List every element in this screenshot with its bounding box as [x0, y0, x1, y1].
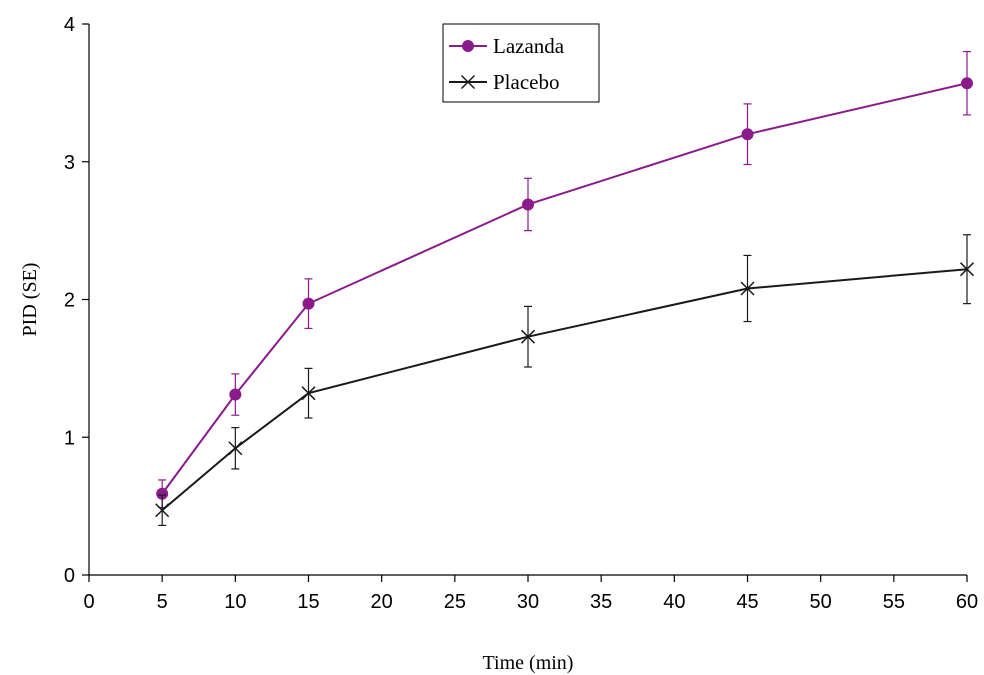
data-point — [961, 77, 973, 90]
x-tick-label: 15 — [297, 591, 319, 613]
data-point — [229, 388, 242, 401]
axes — [88, 24, 967, 576]
legend-box — [442, 23, 600, 103]
data-point — [228, 441, 243, 456]
y-tick-label: 3 — [64, 152, 75, 174]
legend-label: Placebo — [493, 70, 559, 94]
x-tick-label: 5 — [157, 591, 168, 613]
x-tick-label: 55 — [883, 591, 905, 613]
legend-label: Lazanda — [493, 34, 565, 58]
x-tick-label: 45 — [736, 591, 758, 613]
x-tick-label: 10 — [224, 591, 246, 613]
ticks: 0 5 10 15 20 25 30 35 40 45 50 55 60 0 1 2 3 4 — [64, 14, 978, 613]
x-tick-label: 25 — [444, 591, 466, 613]
legend-marker — [462, 40, 474, 52]
series-line — [161, 82, 968, 495]
data-point — [959, 262, 975, 277]
x-axis-title: Time (min) — [483, 652, 574, 674]
legend-item-placebo: Placebo — [449, 70, 559, 94]
x-tick-label: 40 — [663, 591, 685, 613]
x-tick-label: 0 — [83, 591, 94, 613]
legend-item-lazanda: Lazanda — [449, 34, 565, 58]
data-point — [741, 128, 754, 141]
y-tick-label: 2 — [64, 290, 75, 312]
y-axis-title: PID (SE) — [19, 263, 41, 337]
series-line — [161, 268, 968, 512]
y-tick-label: 0 — [64, 565, 75, 587]
x-tick-label: 35 — [590, 591, 612, 613]
data-point — [740, 281, 755, 296]
data-point — [156, 487, 169, 500]
legend: Lazanda Placebo — [442, 23, 600, 103]
x-tick-label: 30 — [517, 591, 539, 613]
data-point — [520, 329, 536, 344]
y-tick-label: 1 — [64, 427, 75, 449]
y-tick-label: 4 — [64, 14, 75, 36]
series-layer — [155, 50, 975, 527]
data-point — [301, 386, 316, 401]
x-tick-label: 20 — [371, 591, 393, 613]
data-point — [522, 198, 534, 211]
data-point — [302, 297, 315, 310]
x-tick-label: 60 — [956, 591, 978, 613]
data-point — [155, 503, 170, 518]
series-placebo — [155, 234, 975, 527]
legend-marker — [460, 74, 476, 90]
x-tick-label: 50 — [810, 591, 832, 613]
